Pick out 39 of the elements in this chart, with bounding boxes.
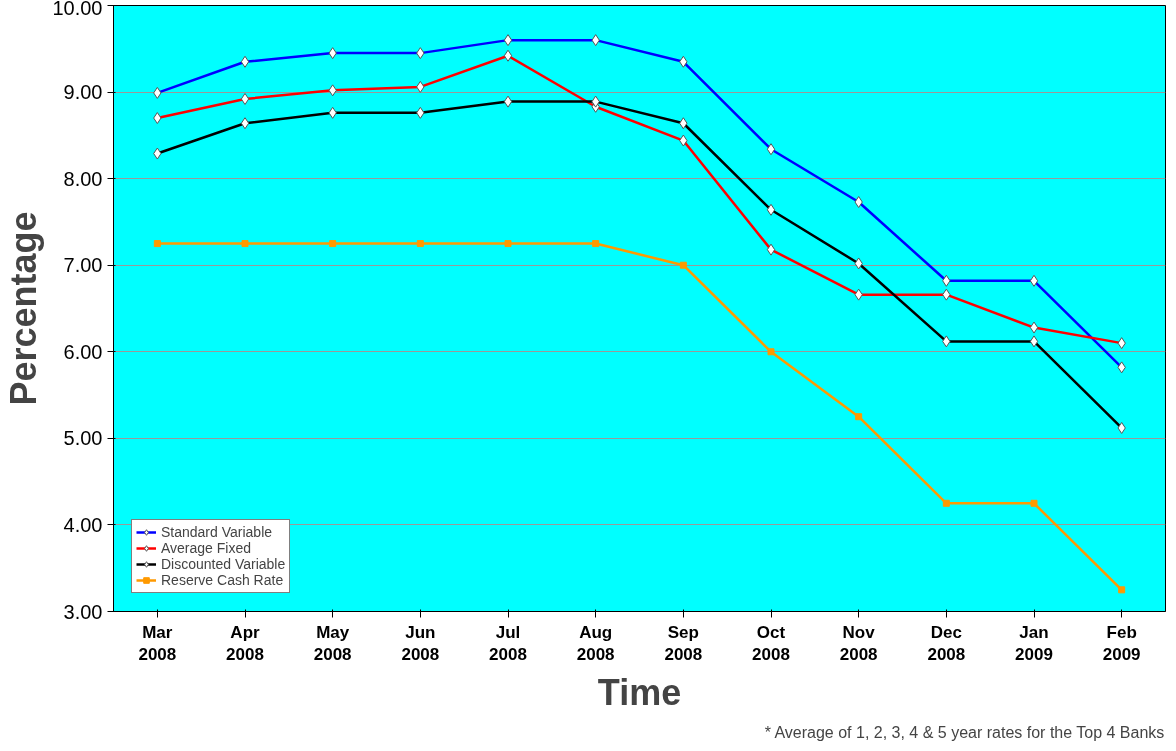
legend-label: Average Fixed [161, 540, 252, 556]
y-tick-label: 3.00 [63, 600, 103, 623]
y-tick-label: 5.00 [63, 427, 103, 450]
point [329, 240, 337, 248]
y-axis-title: Percentage [3, 211, 45, 406]
y-tick-label: 7.00 [63, 254, 103, 277]
x-tick-label: May 2008 [313, 622, 352, 665]
x-tick-label: Jun 2008 [401, 622, 440, 665]
point [241, 240, 249, 248]
x-tick-label: Jan 2009 [1015, 622, 1053, 665]
point [504, 240, 512, 248]
x-tick-label: Oct 2008 [752, 622, 790, 665]
text: * Average of 1, 2, 3, 4 & 5 year rates for the Top 4 Banks [764, 723, 1165, 741]
x-tick-label: Jul 2008 [489, 622, 527, 665]
x-tick-label: Sep 2008 [664, 622, 703, 665]
point [1030, 499, 1038, 507]
x-tick-label: Nov 2008 [839, 622, 878, 665]
y-tick-label: 10.00 [52, 0, 103, 19]
x-tick-label: Aug 2008 [576, 622, 615, 665]
y-tick-label: 6.00 [63, 340, 103, 363]
point [153, 240, 161, 248]
x-axis-title: Time [597, 672, 682, 714]
legend-label: Standard Variable [161, 524, 273, 540]
x-tick-label: Apr 2008 [226, 622, 264, 665]
point [942, 499, 950, 507]
x-tick-label: Mar 2008 [138, 622, 177, 665]
point [1118, 586, 1126, 594]
point [592, 240, 600, 248]
y-tick-label: 8.00 [63, 167, 103, 190]
point [416, 240, 424, 248]
point [679, 261, 687, 269]
x-tick-label: Feb 2009 [1102, 622, 1141, 665]
x-tick-label: Dec 2008 [927, 622, 966, 665]
legend-label: Discounted Variable [161, 556, 286, 572]
point [855, 413, 863, 421]
y-tick-label: 4.00 [63, 513, 103, 536]
legend-label: Reserve Cash Rate [161, 572, 284, 588]
y-tick-label: 9.00 [63, 81, 103, 104]
point [767, 348, 775, 356]
